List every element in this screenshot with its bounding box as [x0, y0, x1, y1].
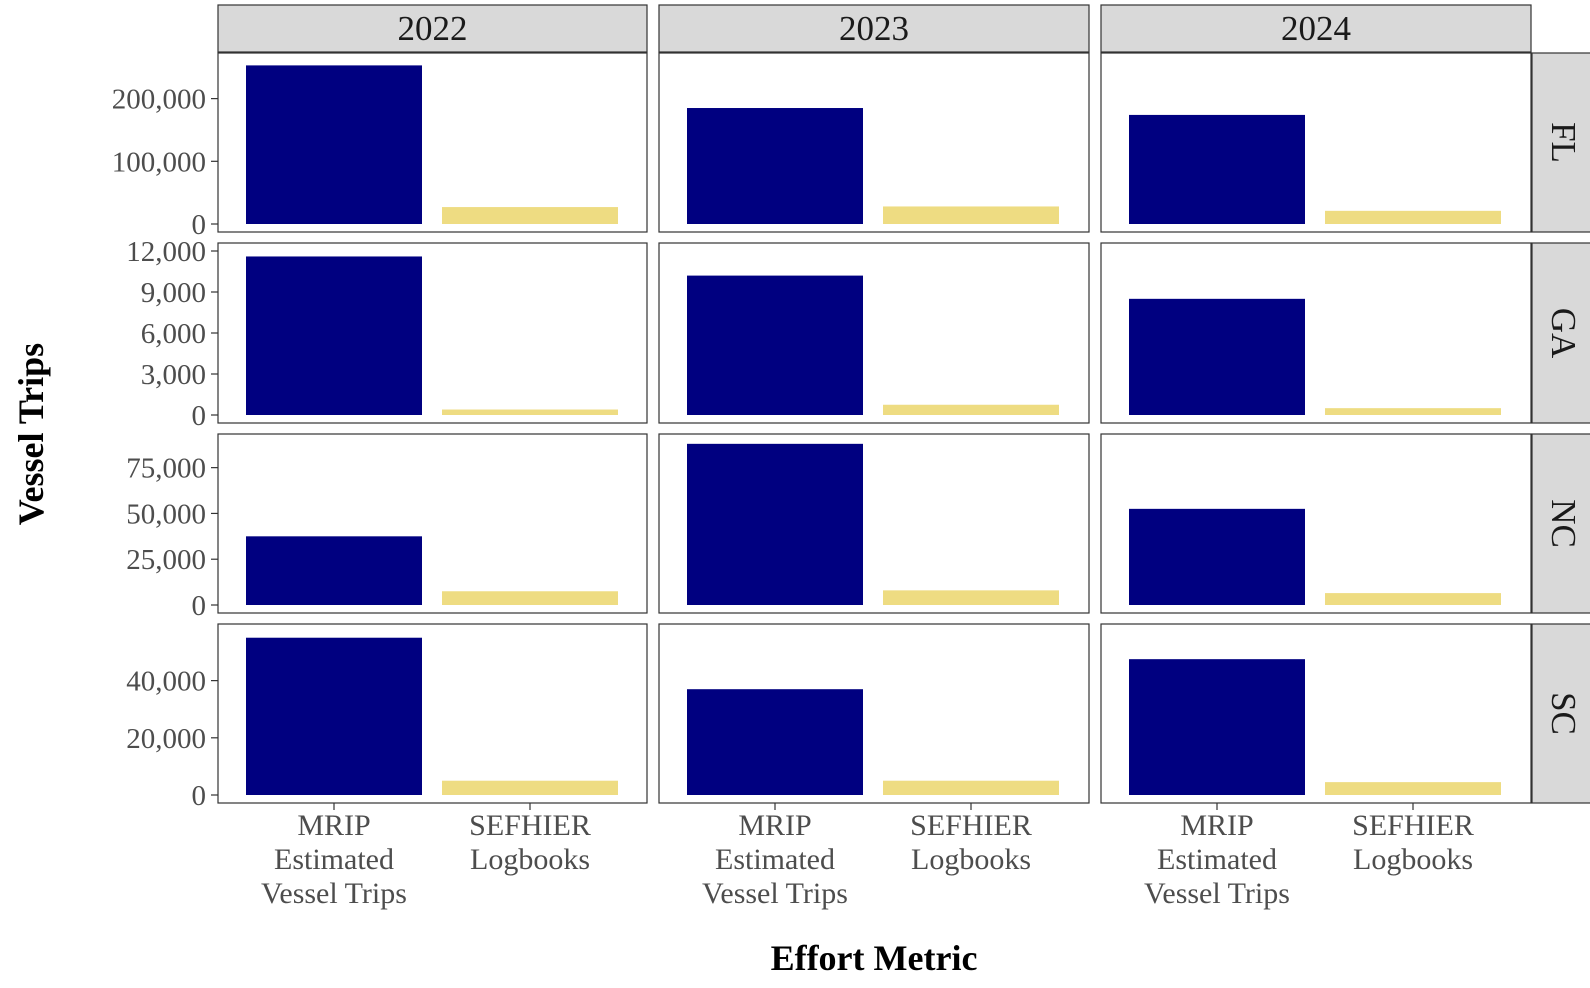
bar-sefhier-NC-2024: [1325, 593, 1501, 605]
bar-mrip-GA-2022: [246, 256, 422, 415]
facet-strip-row-FL: [1531, 52, 1590, 233]
bar-sefhier-SC-2023: [883, 780, 1059, 795]
facet-strip-row-GA: [1531, 242, 1590, 424]
x-tick-label: Logbooks: [470, 843, 590, 876]
y-tick-label-NC: 0: [192, 590, 207, 622]
x-tick-label: SEFHIER: [1352, 809, 1474, 842]
y-tick-label-GA: 0: [192, 400, 207, 432]
facet-label-col-2024: 2024: [1281, 9, 1351, 48]
bar-mrip-SC-2024: [1129, 659, 1305, 795]
bar-mrip-NC-2022: [246, 536, 422, 605]
bar-mrip-FL-2024: [1129, 114, 1305, 224]
facet-strip-col-2024: [1100, 4, 1532, 53]
x-tick-label: MRIP: [738, 809, 811, 842]
facet-strip-col-2022: [217, 4, 648, 53]
bar-sefhier-FL-2024: [1325, 210, 1501, 224]
y-axis-title: Vessel Trips: [11, 343, 51, 525]
facet-label-row-NC: NC: [1544, 499, 1583, 548]
y-tick-label-GA: 6,000: [141, 318, 206, 350]
x-tick-label: SEFHIER: [910, 809, 1032, 842]
x-tick-label: MRIP: [1180, 809, 1253, 842]
y-tick-label-GA: 9,000: [141, 277, 206, 309]
facet-strip-row-SC: [1531, 623, 1590, 804]
bar-mrip-SC-2023: [687, 689, 863, 795]
y-tick-label-FL: 0: [192, 209, 207, 241]
y-tick-label-NC: 75,000: [126, 453, 206, 485]
bar-sefhier-SC-2022: [442, 780, 618, 795]
facet-label-col-2023: 2023: [839, 9, 909, 48]
bar-mrip-NC-2024: [1129, 508, 1305, 605]
bar-mrip-FL-2023: [687, 108, 863, 224]
x-tick-label: Logbooks: [1353, 843, 1473, 876]
x-tick-label: Vessel Trips: [702, 877, 848, 910]
bar-sefhier-GA-2024: [1325, 408, 1501, 415]
x-tick-label: Estimated: [274, 843, 394, 876]
bar-mrip-NC-2023: [687, 443, 863, 605]
y-tick-label-GA: 12,000: [126, 236, 206, 268]
facet-label-row-FL: FL: [1544, 122, 1583, 163]
bar-sefhier-NC-2022: [442, 591, 618, 605]
bar-sefhier-FL-2023: [883, 206, 1059, 224]
bar-mrip-SC-2022: [246, 637, 422, 795]
y-tick-label-NC: 25,000: [126, 544, 206, 576]
bar-sefhier-GA-2023: [883, 404, 1059, 415]
bar-mrip-GA-2024: [1129, 298, 1305, 415]
y-tick-label-SC: 40,000: [126, 666, 206, 698]
bar-sefhier-NC-2023: [883, 590, 1059, 605]
facet-strip-col-2023: [658, 4, 1090, 53]
y-tick-label-FL: 200,000: [112, 84, 206, 116]
x-tick-label: MRIP: [297, 809, 370, 842]
x-axis-title: Effort Metric: [771, 938, 978, 978]
y-tick-label-SC: 20,000: [126, 723, 206, 755]
x-tick-label: Vessel Trips: [261, 877, 407, 910]
bar-sefhier-FL-2022: [442, 207, 618, 224]
bar-mrip-FL-2022: [246, 65, 422, 224]
bar-sefhier-GA-2022: [442, 409, 618, 415]
facet-label-row-GA: GA: [1544, 308, 1583, 359]
x-tick-label: Vessel Trips: [1144, 877, 1290, 910]
y-tick-label-NC: 50,000: [126, 498, 206, 530]
facet-label-col-2022: 2022: [398, 9, 468, 48]
x-tick-label: SEFHIER: [469, 809, 591, 842]
facet-strip-row-NC: [1531, 433, 1590, 614]
y-tick-label-GA: 3,000: [141, 359, 206, 391]
y-tick-label-FL: 100,000: [112, 146, 206, 178]
facet-label-row-SC: SC: [1544, 692, 1583, 735]
y-tick-label-SC: 0: [192, 780, 207, 812]
x-tick-label: Estimated: [715, 843, 835, 876]
panel-layer: 2022 2023 2024 FL 0 100,000 200,000 GA 0 3,000 6,0…: [112, 4, 1590, 910]
bar-mrip-GA-2023: [687, 275, 863, 415]
x-tick-label: Estimated: [1157, 843, 1277, 876]
bar-sefhier-SC-2024: [1325, 782, 1501, 795]
x-tick-label: Logbooks: [911, 843, 1031, 876]
